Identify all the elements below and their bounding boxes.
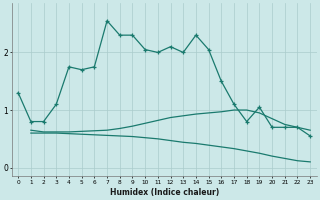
- X-axis label: Humidex (Indice chaleur): Humidex (Indice chaleur): [109, 188, 219, 197]
